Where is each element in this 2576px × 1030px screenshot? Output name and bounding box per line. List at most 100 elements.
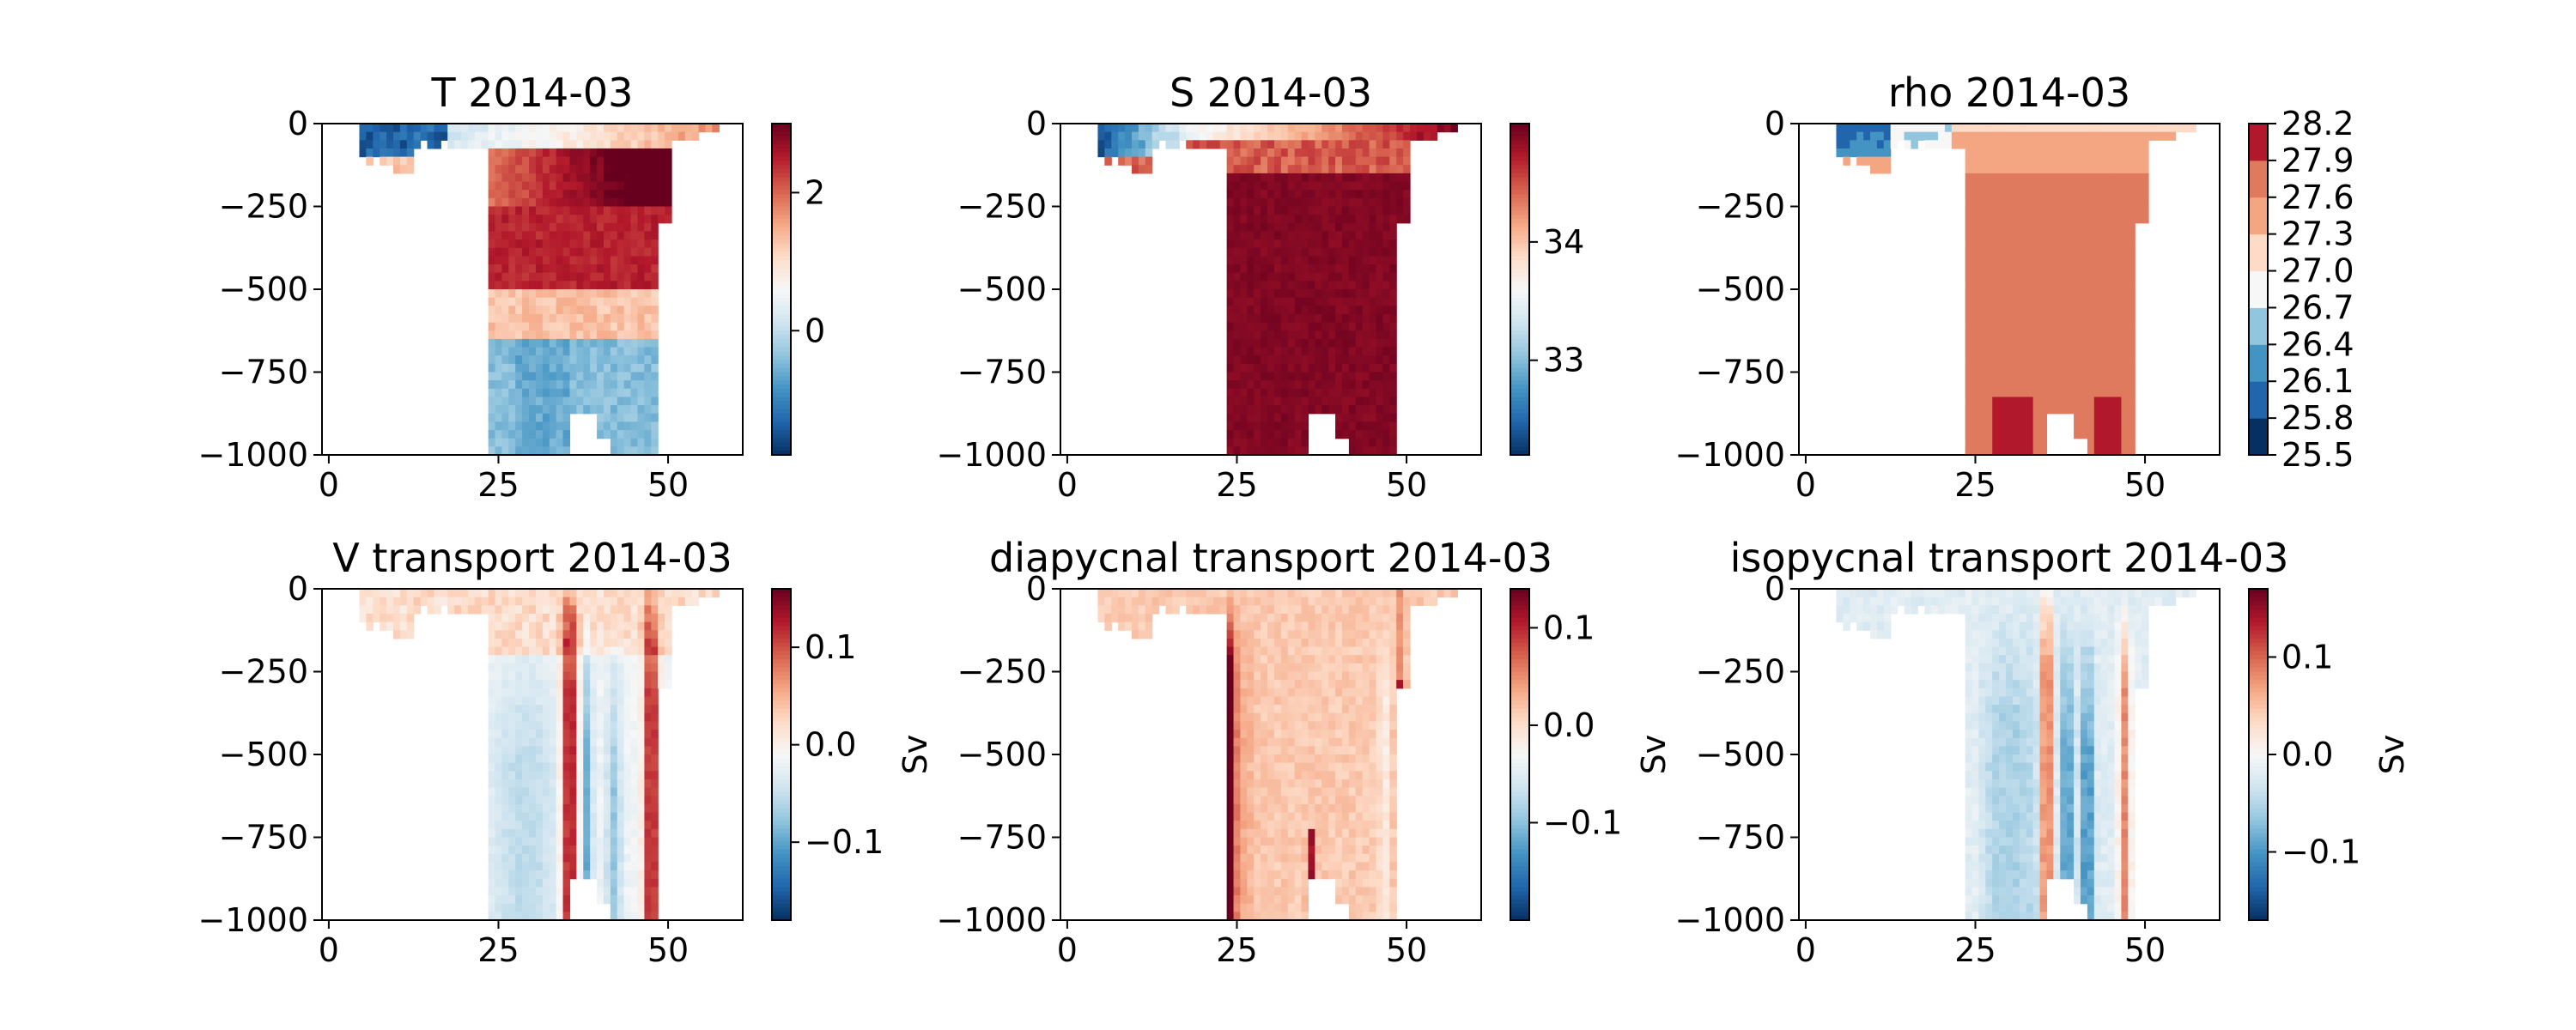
heatmap-cell bbox=[1273, 140, 1282, 149]
heatmap-cell bbox=[1341, 380, 1350, 390]
heatmap-cell bbox=[576, 355, 584, 365]
heatmap-cell bbox=[562, 148, 571, 158]
heatmap-cell bbox=[1985, 397, 1993, 406]
heatmap-cell bbox=[2114, 190, 2123, 199]
heatmap-cell bbox=[603, 845, 611, 855]
heatmap-cell bbox=[1382, 190, 1390, 199]
heatmap-cell bbox=[583, 597, 591, 606]
heatmap-cell bbox=[495, 663, 503, 673]
heatmap-cell bbox=[1240, 397, 1248, 406]
heatmap-cell bbox=[630, 124, 639, 133]
heatmap-cell bbox=[623, 821, 632, 830]
heatmap-cell bbox=[610, 821, 618, 830]
heatmap-cell bbox=[549, 306, 557, 315]
heatmap-cell bbox=[610, 903, 618, 912]
heatmap-cell bbox=[549, 646, 557, 656]
heatmap-cell bbox=[1985, 421, 1993, 431]
heatmap-cell bbox=[488, 828, 496, 839]
heatmap-cell bbox=[515, 853, 523, 863]
heatmap-cell bbox=[529, 156, 537, 166]
heatmap-cell bbox=[1389, 330, 1397, 340]
heatmap-cell bbox=[2012, 297, 2020, 306]
heatmap-cell bbox=[2121, 338, 2129, 348]
heatmap-cell bbox=[529, 330, 537, 340]
heatmap-cell bbox=[1301, 197, 1309, 208]
heatmap-cell bbox=[2114, 156, 2123, 166]
heatmap-cell bbox=[651, 903, 659, 912]
heatmap-cell bbox=[1193, 124, 1200, 133]
heatmap-cell bbox=[2046, 347, 2054, 356]
heatmap-cell bbox=[508, 787, 516, 797]
heatmap-cell bbox=[1341, 330, 1350, 340]
heatmap-cell bbox=[1362, 306, 1370, 315]
heatmap-cell bbox=[562, 655, 571, 664]
heatmap-cell bbox=[467, 597, 476, 606]
heatmap-cell bbox=[2046, 397, 2054, 406]
heatmap-cell bbox=[2100, 264, 2109, 274]
heatmap-cell bbox=[2080, 124, 2088, 133]
heatmap-cell bbox=[1382, 272, 1390, 282]
heatmap-cell bbox=[1978, 397, 1986, 406]
heatmap-cell bbox=[2107, 173, 2116, 183]
heatmap-cell bbox=[651, 812, 659, 821]
x-tick-label: 25 bbox=[477, 931, 519, 969]
heatmap-cell bbox=[488, 347, 496, 356]
heatmap-cell bbox=[2006, 421, 2014, 431]
heatmap-cell bbox=[2019, 256, 2027, 265]
heatmap-cell bbox=[2012, 156, 2020, 166]
heatmap-cell bbox=[637, 313, 646, 324]
heatmap-cell bbox=[1999, 197, 2007, 208]
heatmap-cell bbox=[1301, 421, 1309, 431]
heatmap-cell bbox=[2019, 421, 2027, 431]
heatmap-cell bbox=[1992, 131, 2000, 141]
heatmap-cell bbox=[569, 222, 577, 233]
heatmap-cell bbox=[488, 247, 496, 257]
heatmap-cell bbox=[1362, 190, 1370, 199]
heatmap-cell bbox=[630, 638, 639, 648]
heatmap-cell bbox=[515, 803, 523, 814]
heatmap-cell bbox=[2114, 264, 2123, 274]
colorbar-step bbox=[772, 733, 791, 739]
heatmap-cell bbox=[380, 131, 387, 141]
heatmap-cell bbox=[597, 621, 605, 631]
heatmap-cell bbox=[2121, 148, 2129, 158]
heatmap-cell bbox=[508, 313, 516, 324]
heatmap-cell bbox=[617, 605, 625, 615]
heatmap-cell bbox=[576, 771, 584, 780]
heatmap-cell bbox=[515, 289, 523, 299]
heatmap-cell bbox=[2135, 206, 2142, 215]
heatmap-cell bbox=[1369, 397, 1377, 406]
heatmap-cell bbox=[1315, 388, 1322, 398]
heatmap-cell bbox=[637, 721, 646, 730]
heatmap-cell bbox=[488, 181, 496, 191]
heatmap-cell bbox=[535, 621, 544, 631]
colorbar-step bbox=[772, 177, 791, 183]
heatmap-cell bbox=[562, 190, 571, 199]
heatmap-cell bbox=[522, 655, 530, 664]
heatmap-cell bbox=[1315, 140, 1322, 149]
heatmap-cell bbox=[651, 181, 659, 191]
heatmap-cell bbox=[1328, 131, 1336, 141]
heatmap-cell bbox=[1294, 388, 1303, 398]
heatmap-cell bbox=[1294, 231, 1303, 240]
heatmap-cell bbox=[637, 197, 646, 208]
heatmap-cell bbox=[1233, 421, 1242, 431]
heatmap-cell bbox=[488, 663, 496, 673]
heatmap-cell bbox=[1267, 347, 1275, 356]
heatmap-cell bbox=[542, 338, 550, 348]
heatmap-cell bbox=[2074, 206, 2081, 215]
y-tick-label: −500 bbox=[219, 736, 308, 773]
heatmap-cell bbox=[488, 363, 496, 373]
heatmap-cell bbox=[1261, 405, 1268, 415]
heatmap-cell bbox=[1273, 413, 1282, 422]
heatmap-cell bbox=[2142, 197, 2149, 208]
heatmap-cell bbox=[597, 597, 605, 606]
heatmap-cell bbox=[1965, 215, 1973, 224]
heatmap-cell bbox=[529, 206, 537, 215]
heatmap-cell bbox=[386, 613, 394, 623]
heatmap-cell bbox=[597, 638, 605, 648]
heatmap-cell bbox=[501, 347, 509, 356]
colorbar-step bbox=[772, 912, 791, 917]
heatmap-cell bbox=[603, 762, 611, 772]
heatmap-cell bbox=[1233, 878, 1242, 888]
